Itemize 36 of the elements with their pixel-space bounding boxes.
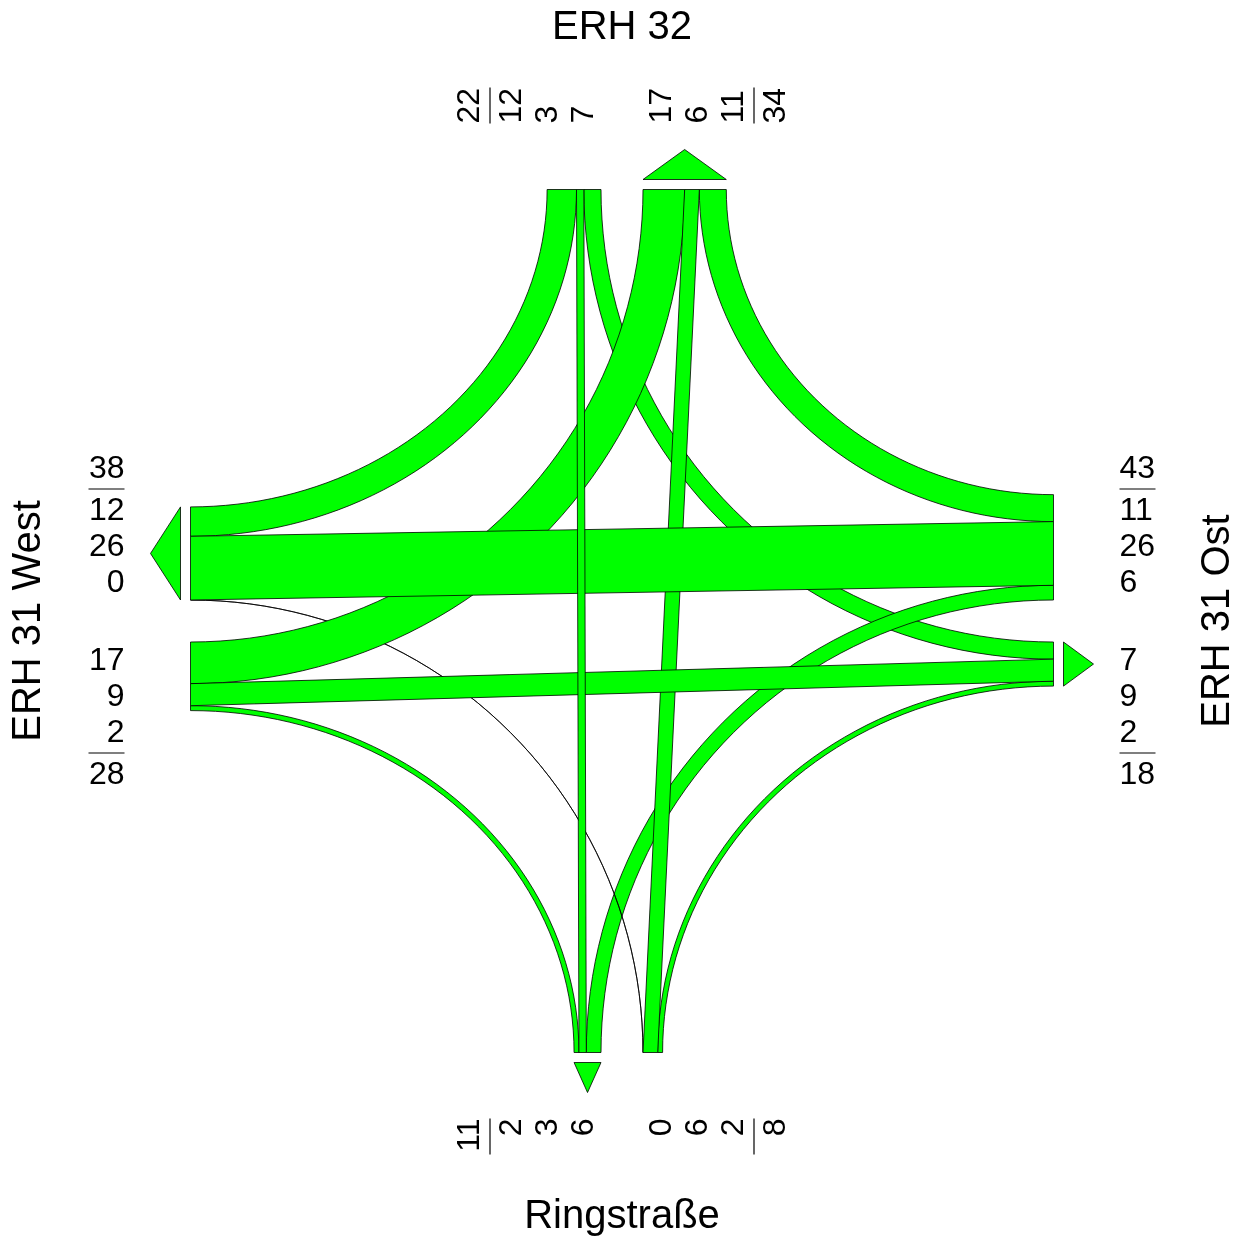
data-label: 12	[88, 491, 125, 527]
data-label: 17	[642, 87, 678, 124]
data-label: 3	[528, 105, 564, 124]
category-label: ERH 32	[551, 2, 693, 47]
data-label: 3	[528, 1118, 564, 1137]
text: 11	[450, 1118, 486, 1152]
data-label: 0	[642, 1118, 678, 1137]
text: 28	[88, 755, 125, 791]
data-label: 7	[564, 105, 600, 124]
data-label: 17	[88, 641, 125, 677]
data-label: 2	[714, 1118, 750, 1137]
data-label: 26	[88, 527, 125, 563]
data-label: 6	[564, 1118, 600, 1137]
text: 38	[88, 449, 125, 485]
data-label: 7	[1119, 641, 1138, 677]
data-label: 11	[1119, 491, 1153, 527]
data-label: 12	[492, 87, 528, 124]
text: 43	[1119, 449, 1156, 485]
text: 22	[450, 87, 486, 124]
category-label: Ringstraße	[524, 1191, 720, 1236]
data-label: 9	[1119, 677, 1138, 713]
data-label: 2	[106, 713, 125, 749]
data-label: 2	[1119, 713, 1138, 749]
text: 34	[756, 87, 792, 124]
data-label: 2	[492, 1118, 528, 1137]
data-label: 6	[1119, 563, 1138, 599]
data-label: 6	[678, 1118, 714, 1137]
data-label: 6	[678, 105, 714, 124]
text: 8	[756, 1118, 792, 1137]
category-label: ERH 31 West	[3, 500, 48, 742]
data-label: 26	[1119, 527, 1156, 563]
text: 18	[1119, 755, 1156, 791]
data-label: 11	[714, 90, 750, 124]
category-label: ERH 31 Ost	[1192, 514, 1237, 728]
data-label: 9	[106, 677, 125, 713]
data-label: 0	[106, 563, 125, 599]
